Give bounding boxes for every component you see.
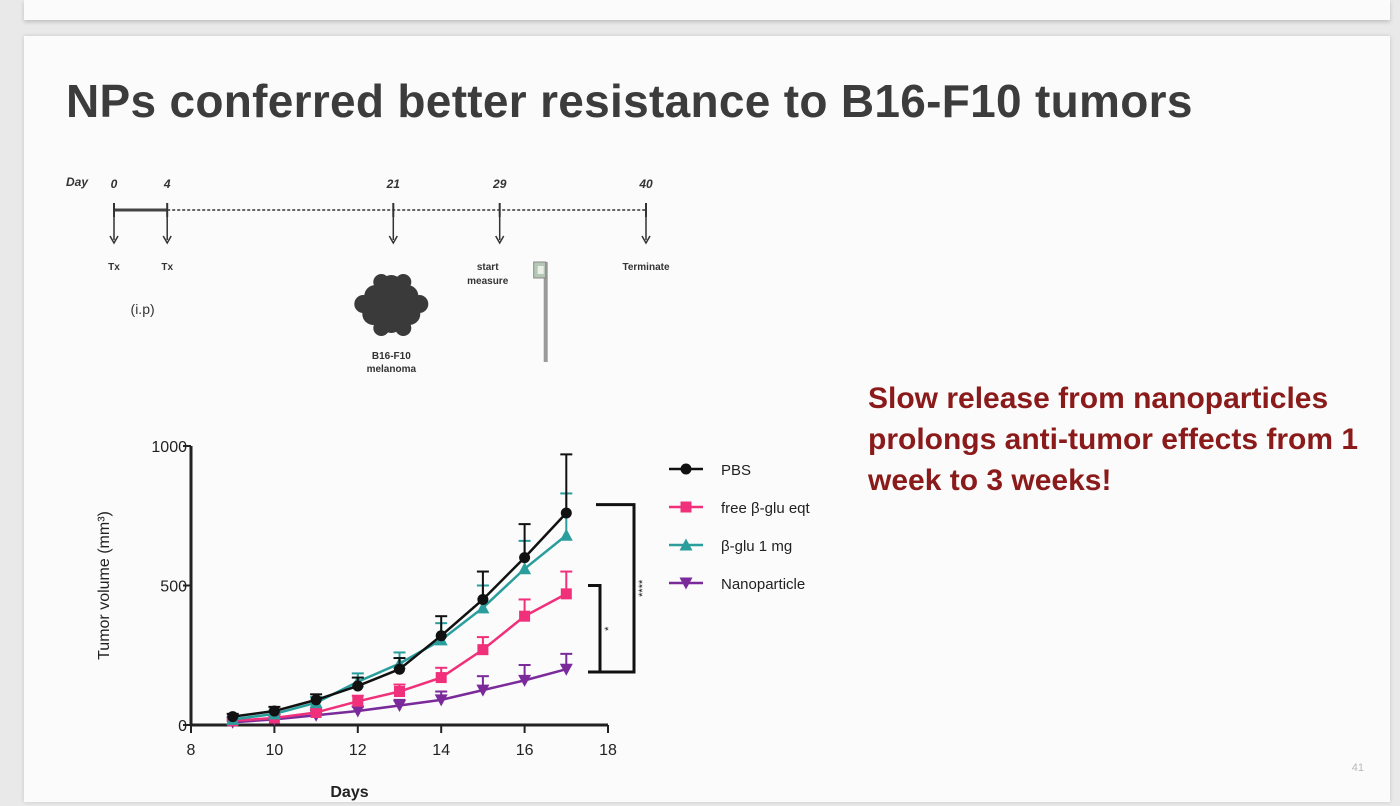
slide-title: NPs conferred better resistance to B16-F… bbox=[66, 75, 1193, 127]
data-point bbox=[352, 695, 364, 707]
x-tick-label: 12 bbox=[349, 742, 367, 759]
timeline-caption-measure: measure bbox=[467, 276, 509, 287]
legend-label: Nanoparticle bbox=[721, 576, 805, 593]
x-tick-label: 16 bbox=[516, 742, 534, 759]
arrow-down-icon bbox=[495, 235, 505, 245]
data-point bbox=[679, 538, 693, 551]
data-point bbox=[560, 507, 572, 519]
data-point bbox=[227, 711, 239, 723]
x-tick-label: 18 bbox=[599, 742, 617, 759]
y-axis-label: Tumor volume (mm³) bbox=[96, 511, 113, 660]
legend-item: PBS bbox=[669, 462, 751, 479]
data-point bbox=[351, 705, 365, 718]
timeline-caption-0: Tx bbox=[108, 262, 120, 273]
tumor-label-line2: melanoma bbox=[367, 364, 417, 375]
data-point bbox=[560, 588, 572, 600]
timeline-day-29: 29 bbox=[492, 177, 507, 191]
arrow-down-icon bbox=[162, 235, 172, 245]
timeline-caption-1: Tx bbox=[161, 262, 173, 273]
slide: NPs conferred better resistance to B16-F… bbox=[24, 36, 1390, 802]
series-pbs bbox=[226, 453, 573, 723]
timeline-day-label: Day bbox=[66, 175, 89, 189]
tumor-cells-icon bbox=[354, 274, 429, 336]
timeline-route-treatment: (i.p) bbox=[131, 301, 155, 317]
data-point bbox=[477, 644, 489, 656]
significance-bracket-1: * bbox=[588, 584, 615, 674]
timeline-day-0: 0 bbox=[111, 177, 118, 191]
x-tick-label: 10 bbox=[266, 742, 284, 759]
data-point bbox=[268, 705, 280, 717]
series-free-glu-eqt bbox=[226, 570, 573, 727]
data-point bbox=[393, 699, 406, 712]
experiment-timeline: Day 0 Tx 4 Tx 21 29 start measure 40 Terminate (i.p… bbox=[66, 175, 670, 375]
significance-label: **** bbox=[637, 579, 649, 597]
tumor-cell bbox=[354, 295, 373, 313]
arrow-down-icon bbox=[109, 235, 119, 245]
tumor-cell bbox=[410, 295, 429, 313]
legend-label: free β-glu eqt bbox=[721, 500, 811, 517]
timeline-caption-4: Terminate bbox=[622, 262, 669, 273]
data-point bbox=[435, 630, 447, 642]
tumor-label-line1: B16-F10 bbox=[372, 351, 411, 362]
data-point bbox=[310, 706, 322, 718]
data-point bbox=[519, 610, 531, 622]
data-point bbox=[434, 694, 448, 707]
x-tick-label: 14 bbox=[432, 742, 450, 759]
caliper-bar bbox=[543, 262, 548, 362]
legend: PBS free β-glu eqt β-glu 1 mg Nanoparticle bbox=[669, 462, 811, 593]
timeline-caption-start: start bbox=[477, 262, 499, 273]
data-point bbox=[352, 680, 364, 692]
y-tick-label: 500 bbox=[160, 579, 187, 596]
data-point bbox=[519, 552, 531, 564]
data-point bbox=[679, 577, 693, 590]
timeline-day-21: 21 bbox=[386, 177, 401, 191]
significance-label: * bbox=[603, 626, 615, 631]
legend-label: PBS bbox=[721, 462, 751, 479]
data-point bbox=[559, 528, 573, 541]
tumor-cell bbox=[373, 274, 390, 290]
legend-item: Nanoparticle bbox=[669, 576, 805, 593]
tumor-cell bbox=[395, 274, 412, 290]
tumor-volume-chart: 0 500 1000 8 10 12 14 16 18 Days Tumor volume (mm³… bbox=[96, 439, 811, 801]
data-point bbox=[310, 694, 322, 706]
data-point bbox=[394, 663, 405, 675]
arrow-down-icon bbox=[388, 235, 398, 245]
legend-item: β-glu 1 mg bbox=[669, 538, 792, 555]
y-tick-label: 0 bbox=[178, 718, 187, 735]
callout-text: Slow release from nanoparticles prolongs… bbox=[868, 382, 1359, 497]
legend-label: β-glu 1 mg bbox=[721, 538, 792, 555]
data-point bbox=[477, 593, 489, 605]
bracket-line bbox=[588, 584, 602, 674]
data-point bbox=[476, 684, 490, 697]
previous-slide-edge bbox=[24, 0, 1390, 20]
page-number: 41 bbox=[1351, 762, 1364, 774]
data-point bbox=[518, 562, 532, 575]
timeline-day-40: 40 bbox=[638, 177, 653, 191]
tumor-cell bbox=[373, 320, 390, 336]
legend-item: free β-glu eqt bbox=[669, 500, 811, 517]
arrow-down-icon bbox=[641, 235, 651, 245]
data-point bbox=[680, 463, 692, 475]
tumor-cell bbox=[395, 320, 412, 336]
y-tick-label: 1000 bbox=[151, 439, 187, 456]
x-axis-label: Days bbox=[330, 784, 368, 801]
data-point bbox=[435, 672, 447, 684]
bracket-line bbox=[596, 503, 636, 674]
data-point bbox=[394, 686, 405, 698]
data-point bbox=[559, 663, 573, 676]
data-point bbox=[680, 501, 692, 513]
caliper-icon bbox=[533, 261, 548, 362]
x-tick-label: 8 bbox=[187, 742, 196, 759]
caliper-display bbox=[537, 266, 544, 274]
data-point bbox=[518, 674, 532, 687]
data-point bbox=[476, 601, 490, 614]
timeline-day-4: 4 bbox=[163, 177, 171, 191]
significance-bracket-2: **** bbox=[596, 503, 649, 674]
